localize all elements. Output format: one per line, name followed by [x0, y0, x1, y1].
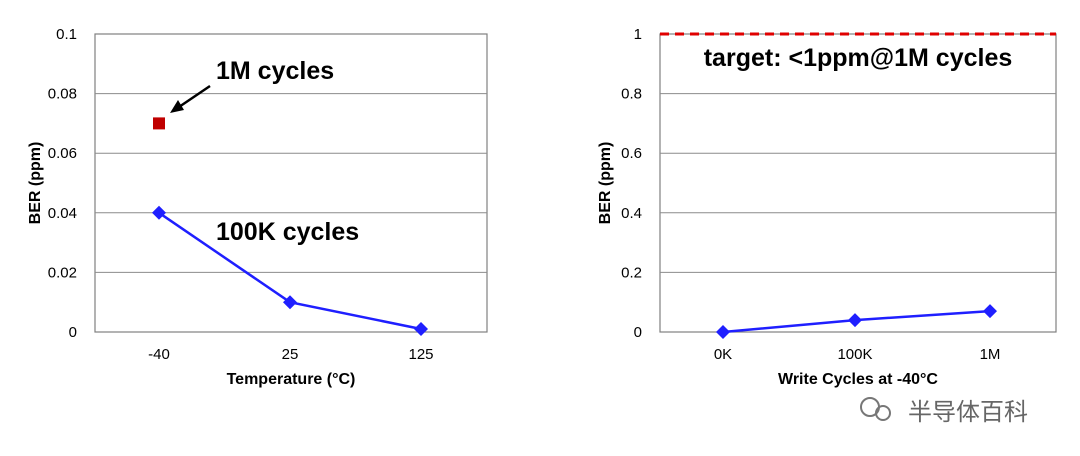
chart2-x-axis-label: Write Cycles at -40°C — [778, 371, 938, 388]
wechat-logo-icon-small — [875, 405, 891, 421]
chart2-y-tick-label: 0.2 — [621, 264, 642, 281]
chart1-y-tick-label: 0.02 — [48, 264, 77, 281]
chart1-y-tick-label: 0.06 — [48, 145, 77, 162]
chart2-y-tick-label: 0.6 — [621, 145, 642, 162]
chart2-x-tick-label: 1M — [980, 346, 1001, 363]
chart2-y-axis-label: BER (ppm) — [597, 142, 614, 225]
chart2-series-1-point — [983, 304, 997, 319]
chart1-x-tick-label: 25 — [282, 346, 299, 363]
chart1-series-1-point — [283, 295, 297, 310]
chart1-x-tick-label: 125 — [408, 346, 433, 363]
chart2-y-tick-label: 0 — [634, 324, 642, 341]
chart1-x-axis-label: Temperature (°C) — [227, 371, 356, 388]
chart2-y-tick-label: 0.4 — [621, 205, 642, 222]
chart2-x-tick-label: 0K — [714, 346, 732, 363]
annotation-arrow-shaft — [175, 84, 211, 111]
chart1-annotation: 100K cycles — [216, 218, 359, 246]
chart1-x-tick-label: -40 — [148, 346, 170, 363]
chart1-y-tick-label: 0.08 — [48, 86, 77, 103]
chart1-y-tick-label: 0.1 — [56, 26, 77, 43]
annotation-arrow-head — [170, 100, 184, 113]
chart2-y-tick-label: 0.8 — [621, 86, 642, 103]
chart1-annotation: 1M cycles — [216, 57, 334, 85]
chart1-plot-area — [94, 33, 488, 333]
chart2-x-tick-label: 100K — [837, 346, 872, 363]
chart2-annotation: target: <1ppm@1M cycles — [704, 44, 1013, 72]
chart2-series-1-point — [716, 325, 730, 339]
chart2-plot-area — [659, 33, 1057, 333]
chart1-series-1-point — [414, 322, 428, 337]
chart1-series-2-point — [153, 117, 165, 130]
watermark-text: 半导体百科 — [908, 398, 1028, 426]
chart1-y-tick-label: 0 — [69, 324, 77, 341]
chart2-y-tick-label: 1 — [634, 26, 642, 43]
chart1-y-axis-label: BER (ppm) — [27, 142, 44, 225]
chart1-y-tick-label: 0.04 — [48, 205, 77, 222]
chart2-series-1-point — [848, 313, 862, 328]
chart1-series-1-point — [152, 205, 166, 220]
